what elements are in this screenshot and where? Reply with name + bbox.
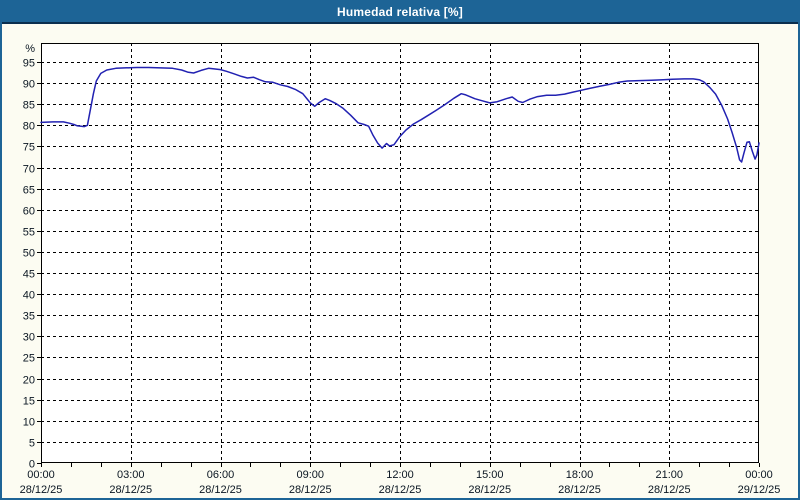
y-tick-label: 45 bbox=[23, 269, 35, 281]
x-tick-label-date: 28/12/25 bbox=[20, 484, 63, 496]
x-tick-label-time: 15:00 bbox=[476, 469, 504, 481]
y-tick-label: 5 bbox=[29, 438, 35, 450]
y-tick-label: 65 bbox=[23, 185, 35, 197]
y-tick-label: 20 bbox=[23, 375, 35, 387]
x-tick-label-date: 28/12/25 bbox=[289, 484, 332, 496]
y-tick-label: 80 bbox=[23, 121, 35, 133]
x-tick-label-time: 03:00 bbox=[117, 469, 145, 481]
x-tick-label-date: 28/12/25 bbox=[648, 484, 691, 496]
y-axis-unit-label: % bbox=[25, 43, 35, 55]
title-bar: Humedad relativa [%] bbox=[2, 2, 798, 24]
y-tick-label: 95 bbox=[23, 58, 35, 70]
y-tick-label: 35 bbox=[23, 311, 35, 323]
y-tick-label: 55 bbox=[23, 227, 35, 239]
y-tick-label: 25 bbox=[23, 353, 35, 365]
chart-area: 0 5 10 15 20 25 30 35 40 45 50 55 60 65 70 75 80 85 90 95% 0… bbox=[2, 26, 798, 498]
x-tick-label-date: 28/12/25 bbox=[558, 484, 601, 496]
y-tick-label: 75 bbox=[23, 142, 35, 154]
x-tick-label-time: 21:00 bbox=[655, 469, 683, 481]
humidity-series-line bbox=[40, 66, 760, 163]
y-tick-label: 40 bbox=[23, 290, 35, 302]
x-tick-label-date: 29/12/25 bbox=[738, 484, 781, 496]
x-tick-label-time: 00:00 bbox=[27, 469, 55, 481]
chart-title: Humedad relativa [%] bbox=[336, 5, 464, 19]
humidity-chart: 0 5 10 15 20 25 30 35 40 45 50 55 60 65 70 75 80 85 90 95% 0… bbox=[20, 43, 781, 496]
x-tick-label-date: 28/12/25 bbox=[379, 484, 422, 496]
y-tick-label: 60 bbox=[23, 206, 35, 218]
x-tick-label-time: 12:00 bbox=[386, 469, 414, 481]
y-tick-label: 0 bbox=[29, 459, 35, 471]
y-tick-label: 30 bbox=[23, 332, 35, 344]
y-tick-label: 10 bbox=[23, 417, 35, 429]
x-tick-label-time: 18:00 bbox=[566, 469, 594, 481]
x-tick-label-time: 06:00 bbox=[207, 469, 235, 481]
y-tick-label: 50 bbox=[23, 248, 35, 260]
x-tick-label-date: 28/12/25 bbox=[199, 484, 242, 496]
y-tick-label: 90 bbox=[23, 79, 35, 91]
x-tick-label-date: 28/12/25 bbox=[109, 484, 152, 496]
y-tick-label: 85 bbox=[23, 100, 35, 112]
y-tick-label: 70 bbox=[23, 164, 35, 176]
y-tick-label: 15 bbox=[23, 396, 35, 408]
plot-border bbox=[41, 43, 759, 463]
x-tick-label-time: 00:00 bbox=[745, 469, 773, 481]
x-tick-label-date: 28/12/25 bbox=[468, 484, 511, 496]
x-tick-label-time: 09:00 bbox=[296, 469, 324, 481]
